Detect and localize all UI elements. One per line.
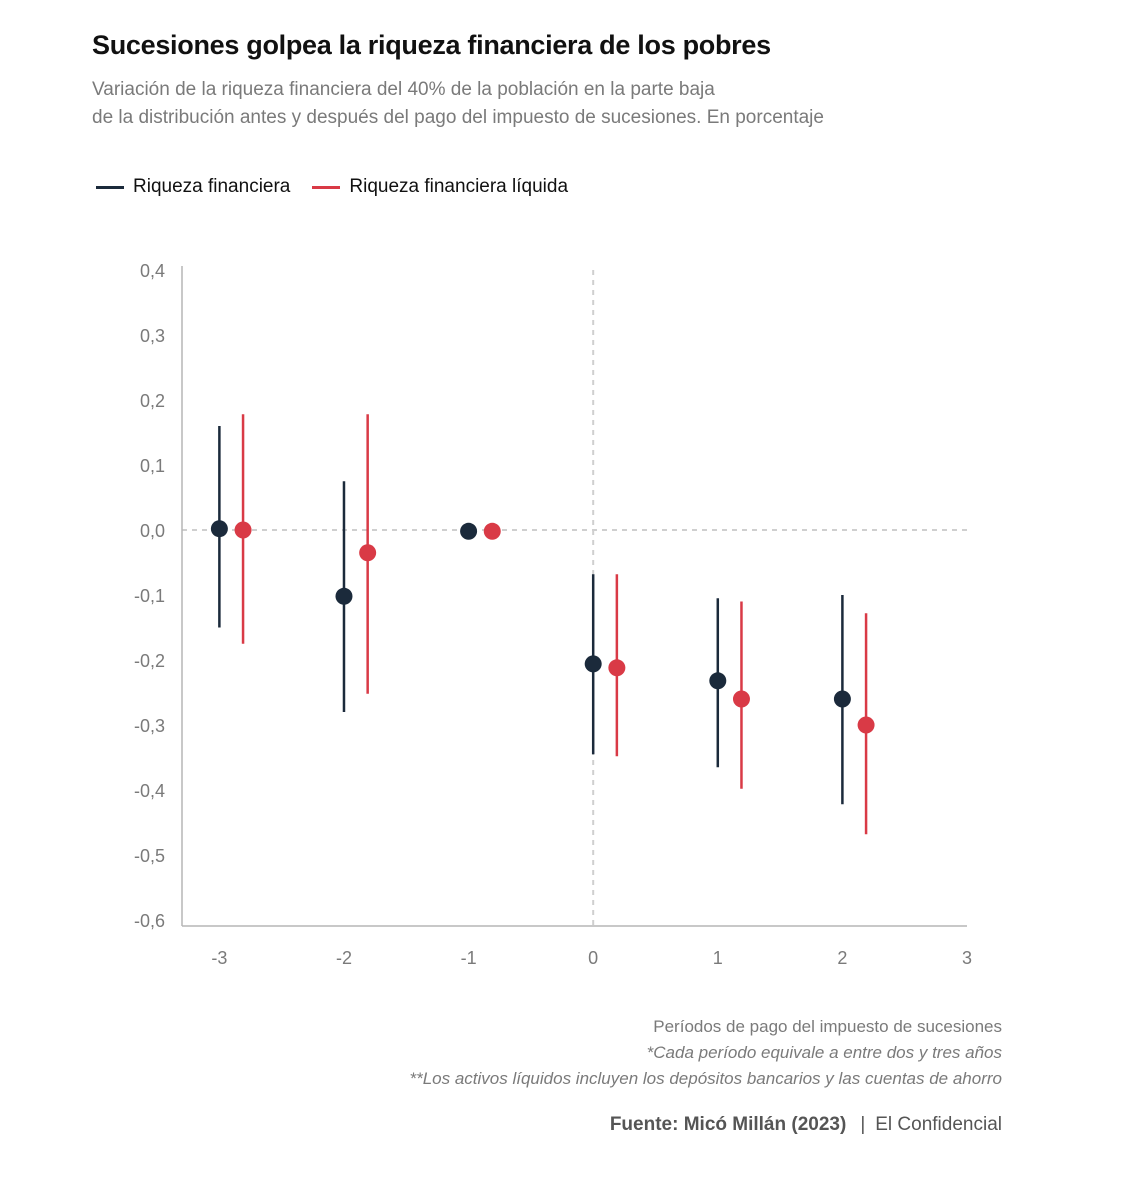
x-tick-label: 3 (962, 948, 972, 968)
note-liquid-assets: **Los activos líquidos incluyen los depó… (409, 1069, 1002, 1088)
point-riqueza-financiera (709, 672, 727, 690)
point-riqueza-financiera-liquida (608, 659, 626, 677)
y-tick-label: 0,1 (140, 456, 165, 476)
legend-swatch-riqueza-financiera-liquida (312, 185, 341, 189)
point-riqueza-financiera (210, 520, 228, 538)
x-tick-label: 0 (588, 948, 598, 968)
y-tick-label: -0,3 (134, 716, 165, 736)
point-riqueza-financiera-liquida (234, 521, 252, 539)
x-tick-label: -2 (336, 948, 352, 968)
point-riqueza-financiera (584, 655, 602, 673)
legend-label-riqueza-financiera: Riqueza financiera (133, 176, 291, 197)
chart-subtitle: Variación de la riqueza financiera del 4… (92, 76, 992, 132)
chart-notes: Períodos de pago del impuesto de sucesio… (409, 1014, 1002, 1092)
y-tick-label: 0,0 (140, 521, 165, 541)
legend-swatch-riqueza-financiera (96, 185, 124, 189)
y-tick-label: 0,3 (140, 326, 165, 346)
point-riqueza-financiera (833, 690, 851, 708)
legend-label-riqueza-financiera-liquida: Riqueza financiera líquida (349, 176, 569, 197)
chart-footer: Fuente: Micó Millán (2023) | El Confidenci… (610, 1114, 1002, 1136)
y-tick-label: -0,5 (134, 846, 165, 866)
legend-item-riqueza-financiera-liquida: Riqueza financiera líquida (312, 176, 568, 198)
point-riqueza-financiera (460, 522, 478, 540)
x-axis-label: Períodos de pago del impuesto de sucesio… (653, 1017, 1002, 1036)
x-tick-label: 1 (713, 948, 723, 968)
y-tick-label: 0,4 (140, 261, 165, 281)
y-tick-label: -0,4 (134, 781, 165, 801)
footer-separator: | (860, 1114, 866, 1135)
subtitle-line-2: de la distribución antes y después del p… (92, 107, 824, 128)
point-riqueza-financiera-liquida (732, 690, 750, 708)
point-riqueza-financiera (335, 587, 353, 605)
point-riqueza-financiera-liquida (483, 522, 501, 540)
x-tick-label: 2 (837, 948, 847, 968)
x-tick-label: -3 (211, 948, 227, 968)
note-period: *Cada período equivale a entre dos y tre… (646, 1043, 1002, 1062)
point-riqueza-financiera-liquida (857, 716, 875, 734)
y-tick-label: -0,6 (134, 911, 165, 931)
chart-legend: Riqueza financiera Riqueza financiera lí… (96, 176, 590, 198)
point-riqueza-financiera-liquida (359, 544, 377, 562)
publisher-credit: El Confidencial (875, 1114, 1002, 1135)
source-credit: Fuente: Micó Millán (2023) (609, 1114, 847, 1135)
y-tick-label: 0,2 (140, 391, 165, 411)
y-tick-label: -0,2 (134, 651, 165, 671)
chart-title: Sucesiones golpea la riqueza financiera … (92, 30, 771, 60)
legend-item-riqueza-financiera: Riqueza financiera (96, 176, 290, 198)
y-tick-label: -0,1 (134, 586, 165, 606)
x-tick-label: -1 (461, 948, 477, 968)
subtitle-line-1: Variación de la riqueza financiera del 4… (92, 79, 715, 100)
